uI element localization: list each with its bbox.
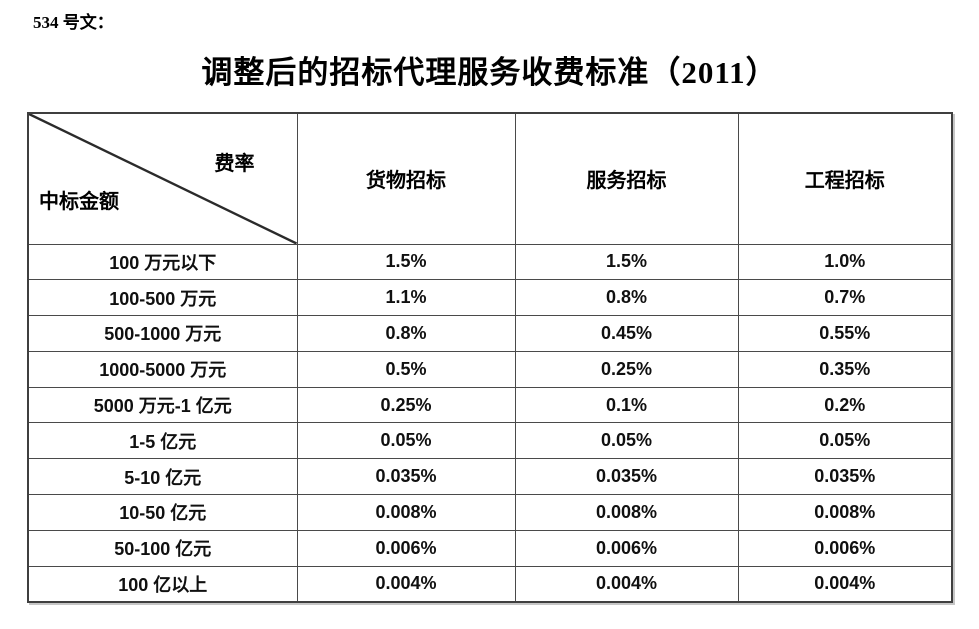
rate-cell-goods: 0.035%: [296, 458, 516, 496]
rate-cell-engineering: 1.0%: [737, 243, 953, 281]
table-row: 100 万元以下 1.5% 1.5% 1.0%: [27, 243, 953, 281]
amount-cell: 100-500 万元: [27, 279, 298, 317]
rate-cell-engineering: 0.035%: [737, 458, 953, 496]
rate-cell-services: 0.1%: [514, 386, 739, 424]
table-row: 10-50 亿元 0.008% 0.008% 0.008%: [27, 494, 953, 531]
page-title: 调整后的招标代理服务收费标准（2011）: [201, 55, 778, 90]
rate-cell-services: 0.45%: [514, 315, 739, 352]
header-row: 费率 中标金额 货物招标 服务招标 工程招标: [27, 112, 953, 245]
rate-cell-goods: 0.006%: [296, 529, 516, 567]
rate-cell-services: 0.8%: [514, 279, 739, 317]
amount-cell: 1-5 亿元: [27, 422, 298, 460]
rate-cell-engineering: 0.35%: [737, 350, 953, 388]
corner-header-cell: 费率 中标金额: [27, 112, 298, 245]
rate-cell-goods: 0.5%: [296, 350, 516, 388]
table-row: 100 亿以上 0.004% 0.004% 0.004%: [27, 565, 953, 603]
column-header-services: 服务招标: [514, 112, 739, 245]
table-row: 5000 万元-1 亿元 0.25% 0.1% 0.2%: [27, 386, 953, 424]
doc-number-label: 534 号文：: [33, 13, 114, 32]
table-row: 5-10 亿元 0.035% 0.035% 0.035%: [27, 458, 953, 496]
amount-cell: 5000 万元-1 亿元: [27, 386, 298, 424]
rate-cell-services: 0.05%: [514, 422, 739, 460]
amount-cell: 50-100 亿元: [27, 529, 298, 567]
amount-cell: 100 万元以下: [27, 243, 298, 281]
table-row: 50-100 亿元 0.006% 0.006% 0.006%: [27, 529, 953, 567]
rate-cell-engineering: 0.2%: [737, 386, 953, 424]
rate-cell-goods: 0.004%: [296, 565, 516, 603]
rate-cell-engineering: 0.006%: [737, 529, 953, 567]
rate-cell-services: 1.5%: [514, 243, 739, 281]
diagonal-divider-line: [29, 114, 296, 243]
rate-cell-services: 0.008%: [514, 494, 739, 531]
table-row: 100-500 万元 1.1% 0.8% 0.7%: [27, 279, 953, 317]
fee-rate-table: 费率 中标金额 货物招标 服务招标 工程招标 100 万元以下 1.5% 1.5…: [27, 112, 953, 603]
rate-cell-services: 0.004%: [514, 565, 739, 603]
rate-cell-services: 0.25%: [514, 350, 739, 388]
amount-cell: 1000-5000 万元: [27, 350, 298, 388]
corner-label-amount: 中标金额: [39, 190, 119, 213]
table-row: 500-1000 万元 0.8% 0.45% 0.55%: [27, 315, 953, 352]
amount-cell: 500-1000 万元: [27, 315, 298, 352]
rate-cell-engineering: 0.55%: [737, 315, 953, 352]
rate-cell-engineering: 0.004%: [737, 565, 953, 603]
rate-cell-engineering: 0.05%: [737, 422, 953, 460]
table-row: 1-5 亿元 0.05% 0.05% 0.05%: [27, 422, 953, 460]
rate-cell-services: 0.035%: [514, 458, 739, 496]
corner-label-rate: 费率: [214, 153, 255, 175]
rate-cell-engineering: 0.7%: [737, 279, 953, 317]
column-header-goods: 货物招标: [296, 112, 516, 245]
amount-cell: 100 亿以上: [27, 565, 298, 603]
amount-cell: 5-10 亿元: [27, 458, 298, 496]
rate-cell-engineering: 0.008%: [737, 494, 953, 531]
amount-cell: 10-50 亿元: [27, 494, 298, 531]
rate-cell-goods: 0.05%: [296, 422, 516, 460]
rate-cell-goods: 0.008%: [296, 494, 516, 531]
rate-cell-services: 0.006%: [514, 529, 739, 567]
rate-cell-goods: 0.8%: [296, 315, 516, 352]
rate-cell-goods: 1.5%: [296, 243, 516, 281]
rate-cell-goods: 1.1%: [296, 279, 516, 317]
column-header-engineering: 工程招标: [737, 112, 953, 245]
table-row: 1000-5000 万元 0.5% 0.25% 0.35%: [27, 350, 953, 388]
rate-cell-goods: 0.25%: [296, 386, 516, 424]
